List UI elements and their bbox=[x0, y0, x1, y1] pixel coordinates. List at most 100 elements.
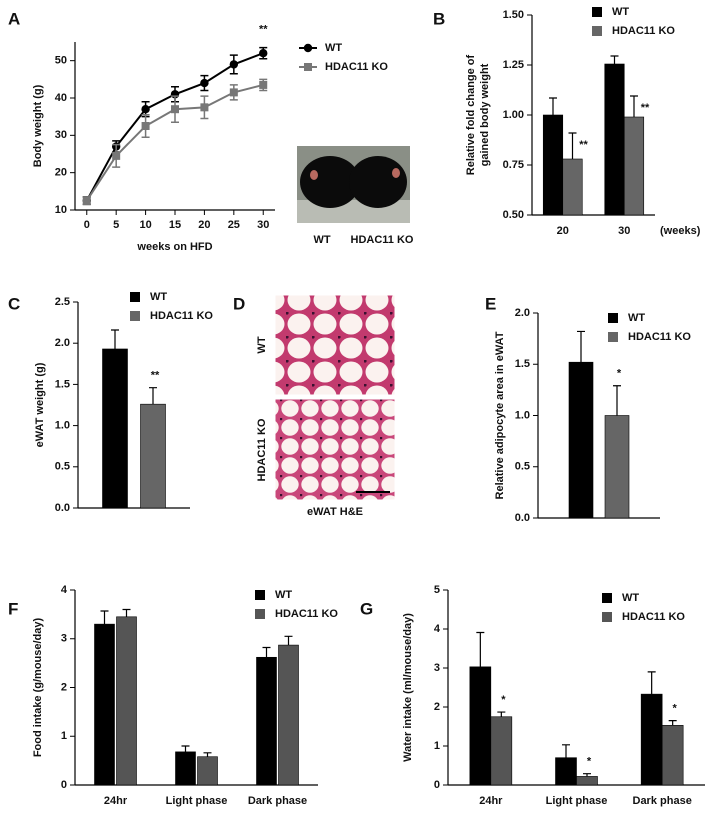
x-tick-label: Light phase bbox=[166, 795, 228, 807]
bar bbox=[568, 361, 594, 519]
panel-label: A bbox=[8, 9, 20, 28]
y-axis-label: Food intake (g/mouse/day) bbox=[32, 617, 44, 757]
photo-label: WT bbox=[313, 234, 330, 246]
marker bbox=[304, 63, 312, 71]
legend-label: WT bbox=[612, 6, 629, 18]
y-tick-label: 4 bbox=[434, 623, 441, 635]
bar bbox=[175, 751, 196, 786]
y-tick-label: 0.0 bbox=[515, 512, 530, 524]
y-axis-label: eWAT weight (g) bbox=[34, 362, 46, 447]
error-bar bbox=[583, 773, 591, 777]
error-bar bbox=[122, 608, 131, 617]
bar bbox=[604, 415, 630, 519]
y-tick-label: 10 bbox=[55, 204, 67, 216]
y-tick-label: 2.0 bbox=[515, 307, 530, 319]
legend-label: HDAC11 KO bbox=[325, 61, 388, 73]
legend-swatch bbox=[255, 609, 265, 619]
marker bbox=[259, 80, 268, 89]
y-axis-label: gained body weight bbox=[479, 63, 491, 166]
image-caption: eWAT H&E bbox=[307, 506, 363, 518]
x-tick-label: 30 bbox=[257, 219, 269, 231]
y-tick-label: 0 bbox=[434, 779, 440, 791]
series-line bbox=[85, 52, 264, 202]
legend-label: HDAC11 KO bbox=[612, 25, 675, 37]
y-tick-label: 0.50 bbox=[503, 209, 524, 221]
error-bar bbox=[181, 745, 190, 752]
y-tick-label: 0.5 bbox=[55, 461, 70, 473]
bar bbox=[256, 656, 277, 786]
legend-label: WT bbox=[628, 312, 645, 324]
y-tick-label: 0.75 bbox=[503, 159, 524, 171]
marker bbox=[200, 103, 209, 112]
x-tick-label: 24hr bbox=[479, 795, 503, 807]
panel-label: G bbox=[360, 599, 373, 618]
y-tick-label: 1.0 bbox=[515, 409, 530, 421]
y-tick-label: 3 bbox=[434, 662, 440, 674]
error-bar bbox=[613, 385, 621, 416]
x-tick-label: Dark phase bbox=[633, 795, 692, 807]
y-tick-label: 1.50 bbox=[503, 9, 524, 21]
y-tick-label: 2 bbox=[434, 701, 440, 713]
x-tick-label: 15 bbox=[169, 219, 181, 231]
legend-label: HDAC11 KO bbox=[622, 611, 685, 623]
marker bbox=[303, 43, 313, 53]
x-tick-label: 20 bbox=[198, 219, 210, 231]
error-bar bbox=[610, 55, 619, 64]
y-tick-label: 0.5 bbox=[515, 461, 530, 473]
marker bbox=[141, 105, 150, 114]
bar bbox=[576, 776, 598, 786]
legend-label: WT bbox=[275, 589, 292, 601]
error-bar bbox=[203, 752, 212, 757]
y-tick-label: 3 bbox=[61, 633, 67, 645]
error-bar bbox=[497, 711, 506, 717]
marker bbox=[200, 78, 209, 88]
error-bar bbox=[111, 329, 119, 349]
legend-swatch bbox=[608, 332, 618, 342]
legend-swatch bbox=[255, 590, 265, 600]
panel-label: B bbox=[433, 9, 445, 28]
y-tick-label: 2.0 bbox=[55, 337, 70, 349]
significance: * bbox=[617, 368, 622, 380]
y-tick-label: 50 bbox=[55, 55, 67, 67]
y-axis-label: Relative adipocyte area in eWAT bbox=[494, 331, 506, 499]
y-tick-label: 1.5 bbox=[515, 358, 530, 370]
panel-label: C bbox=[8, 294, 20, 313]
mouse-photo bbox=[297, 146, 410, 223]
error-bar bbox=[577, 330, 585, 363]
error-bar bbox=[568, 132, 577, 159]
x-tick-label: Dark phase bbox=[248, 795, 307, 807]
x-tick-label: Light phase bbox=[546, 795, 608, 807]
he-image-ko bbox=[274, 398, 396, 501]
bar bbox=[278, 644, 299, 786]
marker bbox=[112, 151, 121, 160]
bar bbox=[102, 348, 128, 509]
bar bbox=[469, 666, 492, 786]
bar bbox=[490, 716, 513, 786]
significance: * bbox=[501, 694, 506, 706]
x-tick-label: 0 bbox=[84, 219, 90, 231]
error-bar bbox=[647, 671, 656, 695]
bar bbox=[661, 725, 684, 786]
y-tick-label: 0 bbox=[61, 779, 67, 791]
x-tick-label: 30 bbox=[618, 225, 630, 237]
legend-swatch bbox=[592, 26, 602, 36]
y-tick-label: 1.5 bbox=[55, 378, 70, 390]
legend-swatch bbox=[130, 311, 140, 321]
error-bar bbox=[100, 610, 109, 625]
y-axis-label: Water intake (ml/mouse/day) bbox=[402, 613, 414, 762]
x-tick-label: 25 bbox=[228, 219, 240, 231]
error-bar bbox=[668, 720, 677, 726]
legend-label: HDAC11 KO bbox=[150, 310, 213, 322]
error-bar bbox=[562, 744, 570, 758]
significance: ** bbox=[579, 139, 588, 151]
legend-label: WT bbox=[325, 42, 342, 54]
bar bbox=[623, 116, 645, 216]
error-bar bbox=[549, 97, 557, 115]
he-image-wt bbox=[274, 294, 396, 396]
x-tick-label: 20 bbox=[557, 225, 569, 237]
significance: ** bbox=[641, 102, 650, 114]
marker bbox=[229, 88, 238, 97]
photo-label: HDAC11 KO bbox=[351, 234, 414, 246]
y-tick-label: 4 bbox=[61, 584, 68, 596]
x-axis-label: weeks on HFD bbox=[136, 241, 212, 253]
